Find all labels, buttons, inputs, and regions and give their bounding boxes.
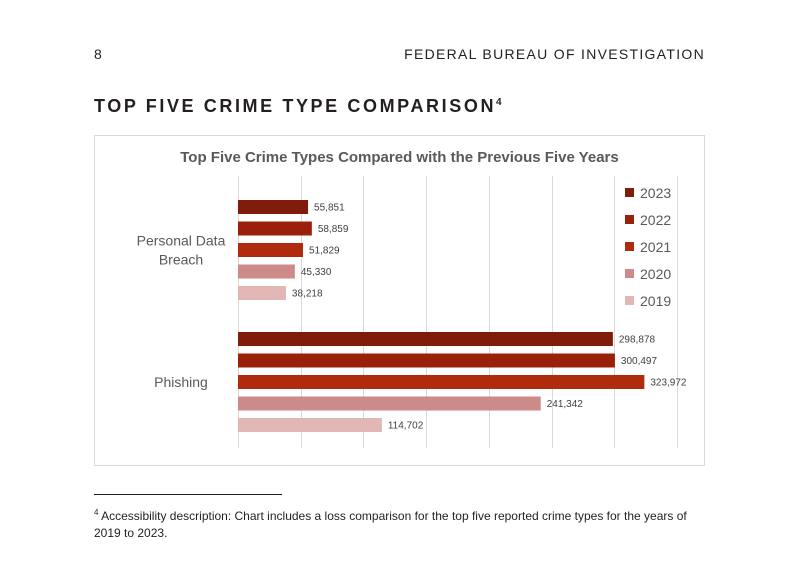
bar [238, 353, 615, 368]
section-title-footnote-ref: 4 [496, 97, 502, 108]
footnote-text: Accessibility description: Chart include… [94, 509, 687, 540]
legend-label: 2019 [640, 293, 671, 309]
data-label: 300,497 [621, 356, 658, 367]
legend-label: 2023 [640, 185, 671, 201]
page-number: 8 [94, 46, 102, 62]
footnote-marker: 4 [94, 508, 99, 517]
bar [238, 264, 295, 279]
chart-title: Top Five Crime Types Compared with the P… [180, 149, 619, 166]
bar [238, 418, 382, 432]
data-label: 38,218 [292, 289, 323, 300]
data-label: 45,330 [301, 267, 332, 278]
category-label: Personal Data Breach [137, 233, 226, 268]
data-label: 58,859 [318, 224, 349, 235]
footnote: 4 Accessibility description: Chart inclu… [94, 504, 714, 542]
legend-swatch [625, 188, 634, 197]
data-label: 51,829 [309, 246, 340, 257]
bar [238, 396, 541, 411]
legend-label: 2022 [640, 212, 671, 228]
bar [238, 221, 312, 236]
legend-swatch [625, 296, 634, 305]
data-label: 298,878 [619, 335, 656, 346]
bar [238, 332, 613, 346]
legend-swatch [625, 215, 634, 224]
category-label: Phishing [154, 374, 208, 390]
data-label: 323,972 [650, 378, 687, 389]
legend-label: 2021 [640, 239, 671, 255]
legend-swatch [625, 242, 634, 251]
legend-label: 2020 [640, 266, 671, 282]
legend-swatch [625, 269, 634, 278]
bar [238, 286, 286, 300]
bar [238, 200, 309, 214]
footnote-rule [94, 494, 282, 495]
chart-plot: 55,851 58,859 51,829 45,330 38,218 Personal D… [137, 176, 687, 448]
section-title: TOP FIVE CRIME TYPE COMPARISON4 [94, 96, 502, 117]
running-header: FEDERAL BUREAU OF INVESTIGATION [404, 46, 705, 62]
bar [238, 243, 304, 257]
section-title-text: TOP FIVE CRIME TYPE COMPARISON [94, 96, 497, 116]
bar [238, 375, 645, 389]
data-label: 241,342 [547, 399, 584, 410]
data-label: 55,851 [314, 203, 345, 214]
chart-frame: Top Five Crime Types Compared with the P… [94, 135, 705, 466]
data-label: 114,702 [388, 421, 424, 432]
